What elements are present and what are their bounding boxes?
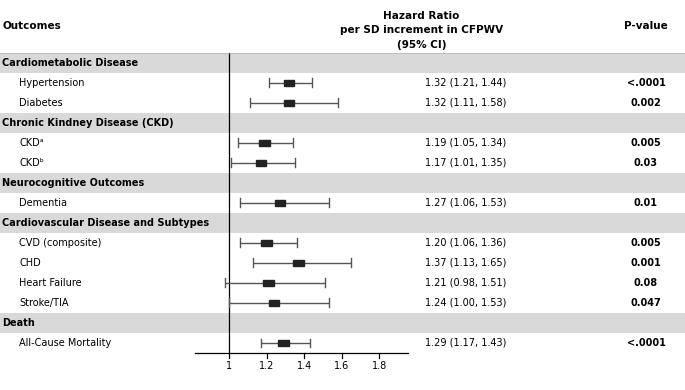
Bar [0,273,685,293]
Text: 1.8: 1.8 [372,361,387,371]
Text: Neurocognitive Outcomes: Neurocognitive Outcomes [2,178,145,188]
Bar [0,193,685,213]
Bar [0,0,685,53]
Text: 1.17 (1.01, 1.35): 1.17 (1.01, 1.35) [425,158,506,168]
Text: 0.002: 0.002 [631,98,661,108]
Text: 0.005: 0.005 [631,238,661,248]
Text: 1.6: 1.6 [334,361,349,371]
Text: P-value: P-value [624,21,668,31]
Text: Chronic Kindney Disease (CKD): Chronic Kindney Disease (CKD) [2,118,174,128]
Text: 1.24 (1.00, 1.53): 1.24 (1.00, 1.53) [425,298,506,308]
Text: <.0001: <.0001 [627,78,665,88]
Text: Hypertension: Hypertension [19,78,85,88]
Text: 0.001: 0.001 [631,258,661,268]
Text: 1.27 (1.06, 1.53): 1.27 (1.06, 1.53) [425,198,506,208]
Bar [0,133,685,153]
Text: Outcomes: Outcomes [2,21,61,31]
Text: per SD increment in CFPWV: per SD increment in CFPWV [340,25,503,35]
Text: 1.4: 1.4 [297,361,312,371]
Bar [284,80,295,86]
Text: Cardiovascular Disease and Subtypes: Cardiovascular Disease and Subtypes [2,218,209,228]
Text: 1.20 (1.06, 1.36): 1.20 (1.06, 1.36) [425,238,506,248]
Bar [0,153,685,173]
Text: 0.08: 0.08 [634,278,658,288]
Text: Diabetes: Diabetes [19,98,63,108]
Bar [0,253,685,273]
Text: Dementia: Dementia [19,198,67,208]
Text: CVD (composite): CVD (composite) [19,238,101,248]
Text: CKDᵃ: CKDᵃ [19,138,44,148]
Bar [269,300,279,306]
Text: Stroke/TIA: Stroke/TIA [19,298,68,308]
Bar [0,313,685,333]
Bar [284,100,295,106]
Text: Death: Death [2,318,35,328]
Text: Heart Failure: Heart Failure [19,278,82,288]
Bar [0,333,685,353]
Text: Hazard Ratio: Hazard Ratio [383,11,460,21]
Text: 1.32 (1.21, 1.44): 1.32 (1.21, 1.44) [425,78,506,88]
Bar [0,93,685,113]
Text: 1.32 (1.11, 1.58): 1.32 (1.11, 1.58) [425,98,506,108]
Text: 1.2: 1.2 [259,361,274,371]
Text: CHD: CHD [19,258,41,268]
Bar [0,113,685,133]
Text: 1.29 (1.17, 1.43): 1.29 (1.17, 1.43) [425,338,506,348]
Text: 0.03: 0.03 [634,158,658,168]
Text: 1.19 (1.05, 1.34): 1.19 (1.05, 1.34) [425,138,506,148]
Bar [0,53,685,73]
Text: 0.01: 0.01 [634,198,658,208]
Text: 0.047: 0.047 [631,298,661,308]
Bar [262,240,272,246]
Text: 1: 1 [226,361,232,371]
Bar [275,200,285,206]
Bar [278,340,289,346]
Bar [293,260,304,266]
Text: CKDᵇ: CKDᵇ [19,158,44,168]
Text: (95% CI): (95% CI) [397,40,446,50]
Bar [0,233,685,253]
Bar [263,280,274,286]
Bar [0,73,685,93]
Bar [256,160,266,166]
Text: 1.21 (0.98, 1.51): 1.21 (0.98, 1.51) [425,278,506,288]
Text: Cardiometabolic Disease: Cardiometabolic Disease [2,58,138,67]
Text: 1.37 (1.13, 1.65): 1.37 (1.13, 1.65) [425,258,506,268]
Bar [0,213,685,233]
Bar [0,293,685,313]
Bar [0,173,685,193]
Text: <.0001: <.0001 [627,338,665,348]
Text: All-Cause Mortality: All-Cause Mortality [19,338,112,348]
Bar [260,140,270,146]
Text: 0.005: 0.005 [631,138,661,148]
